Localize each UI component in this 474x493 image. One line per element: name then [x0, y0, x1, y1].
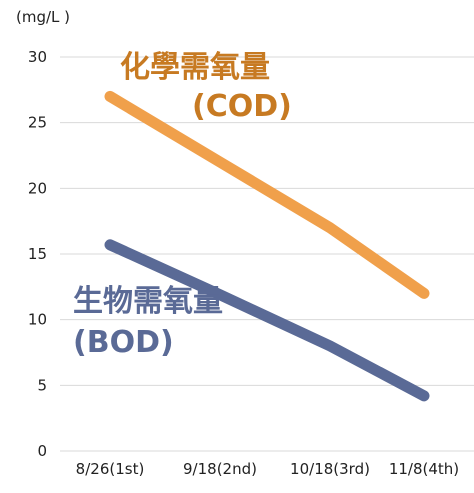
x-tick-label: 11/8(4th) [389, 460, 459, 478]
x-tick-label: 9/18(2nd) [183, 460, 257, 478]
x-axis-ticks: 8/26(1st) 9/18(2nd) 10/18(3rd) 11/8(4th) [76, 460, 459, 478]
x-tick-label: 8/26(1st) [76, 460, 145, 478]
y-tick-label: 30 [28, 48, 47, 66]
series-label-cod-line1: 化學需氧量 [120, 50, 270, 85]
y-tick-label: 20 [28, 179, 47, 197]
y-tick-label: 0 [37, 442, 47, 460]
y-axis-unit-label: (mg/L ) [16, 8, 70, 26]
series-label-bod-line2: (BOD) [73, 325, 174, 360]
series-label-bod-line1: 生物需氧量 [73, 284, 223, 319]
y-tick-label: 15 [28, 245, 47, 263]
y-tick-label: 5 [37, 376, 47, 394]
series-line-0 [104, 90, 430, 299]
x-tick-label: 10/18(3rd) [290, 460, 370, 478]
y-tick-label: 25 [28, 114, 47, 132]
series-lines [104, 90, 430, 402]
series-label-cod-line2: (COD) [192, 89, 292, 124]
y-axis-ticks: 0 5 10 15 20 25 30 [28, 48, 47, 460]
series-line-1 [104, 239, 430, 402]
y-tick-label: 10 [28, 311, 47, 329]
